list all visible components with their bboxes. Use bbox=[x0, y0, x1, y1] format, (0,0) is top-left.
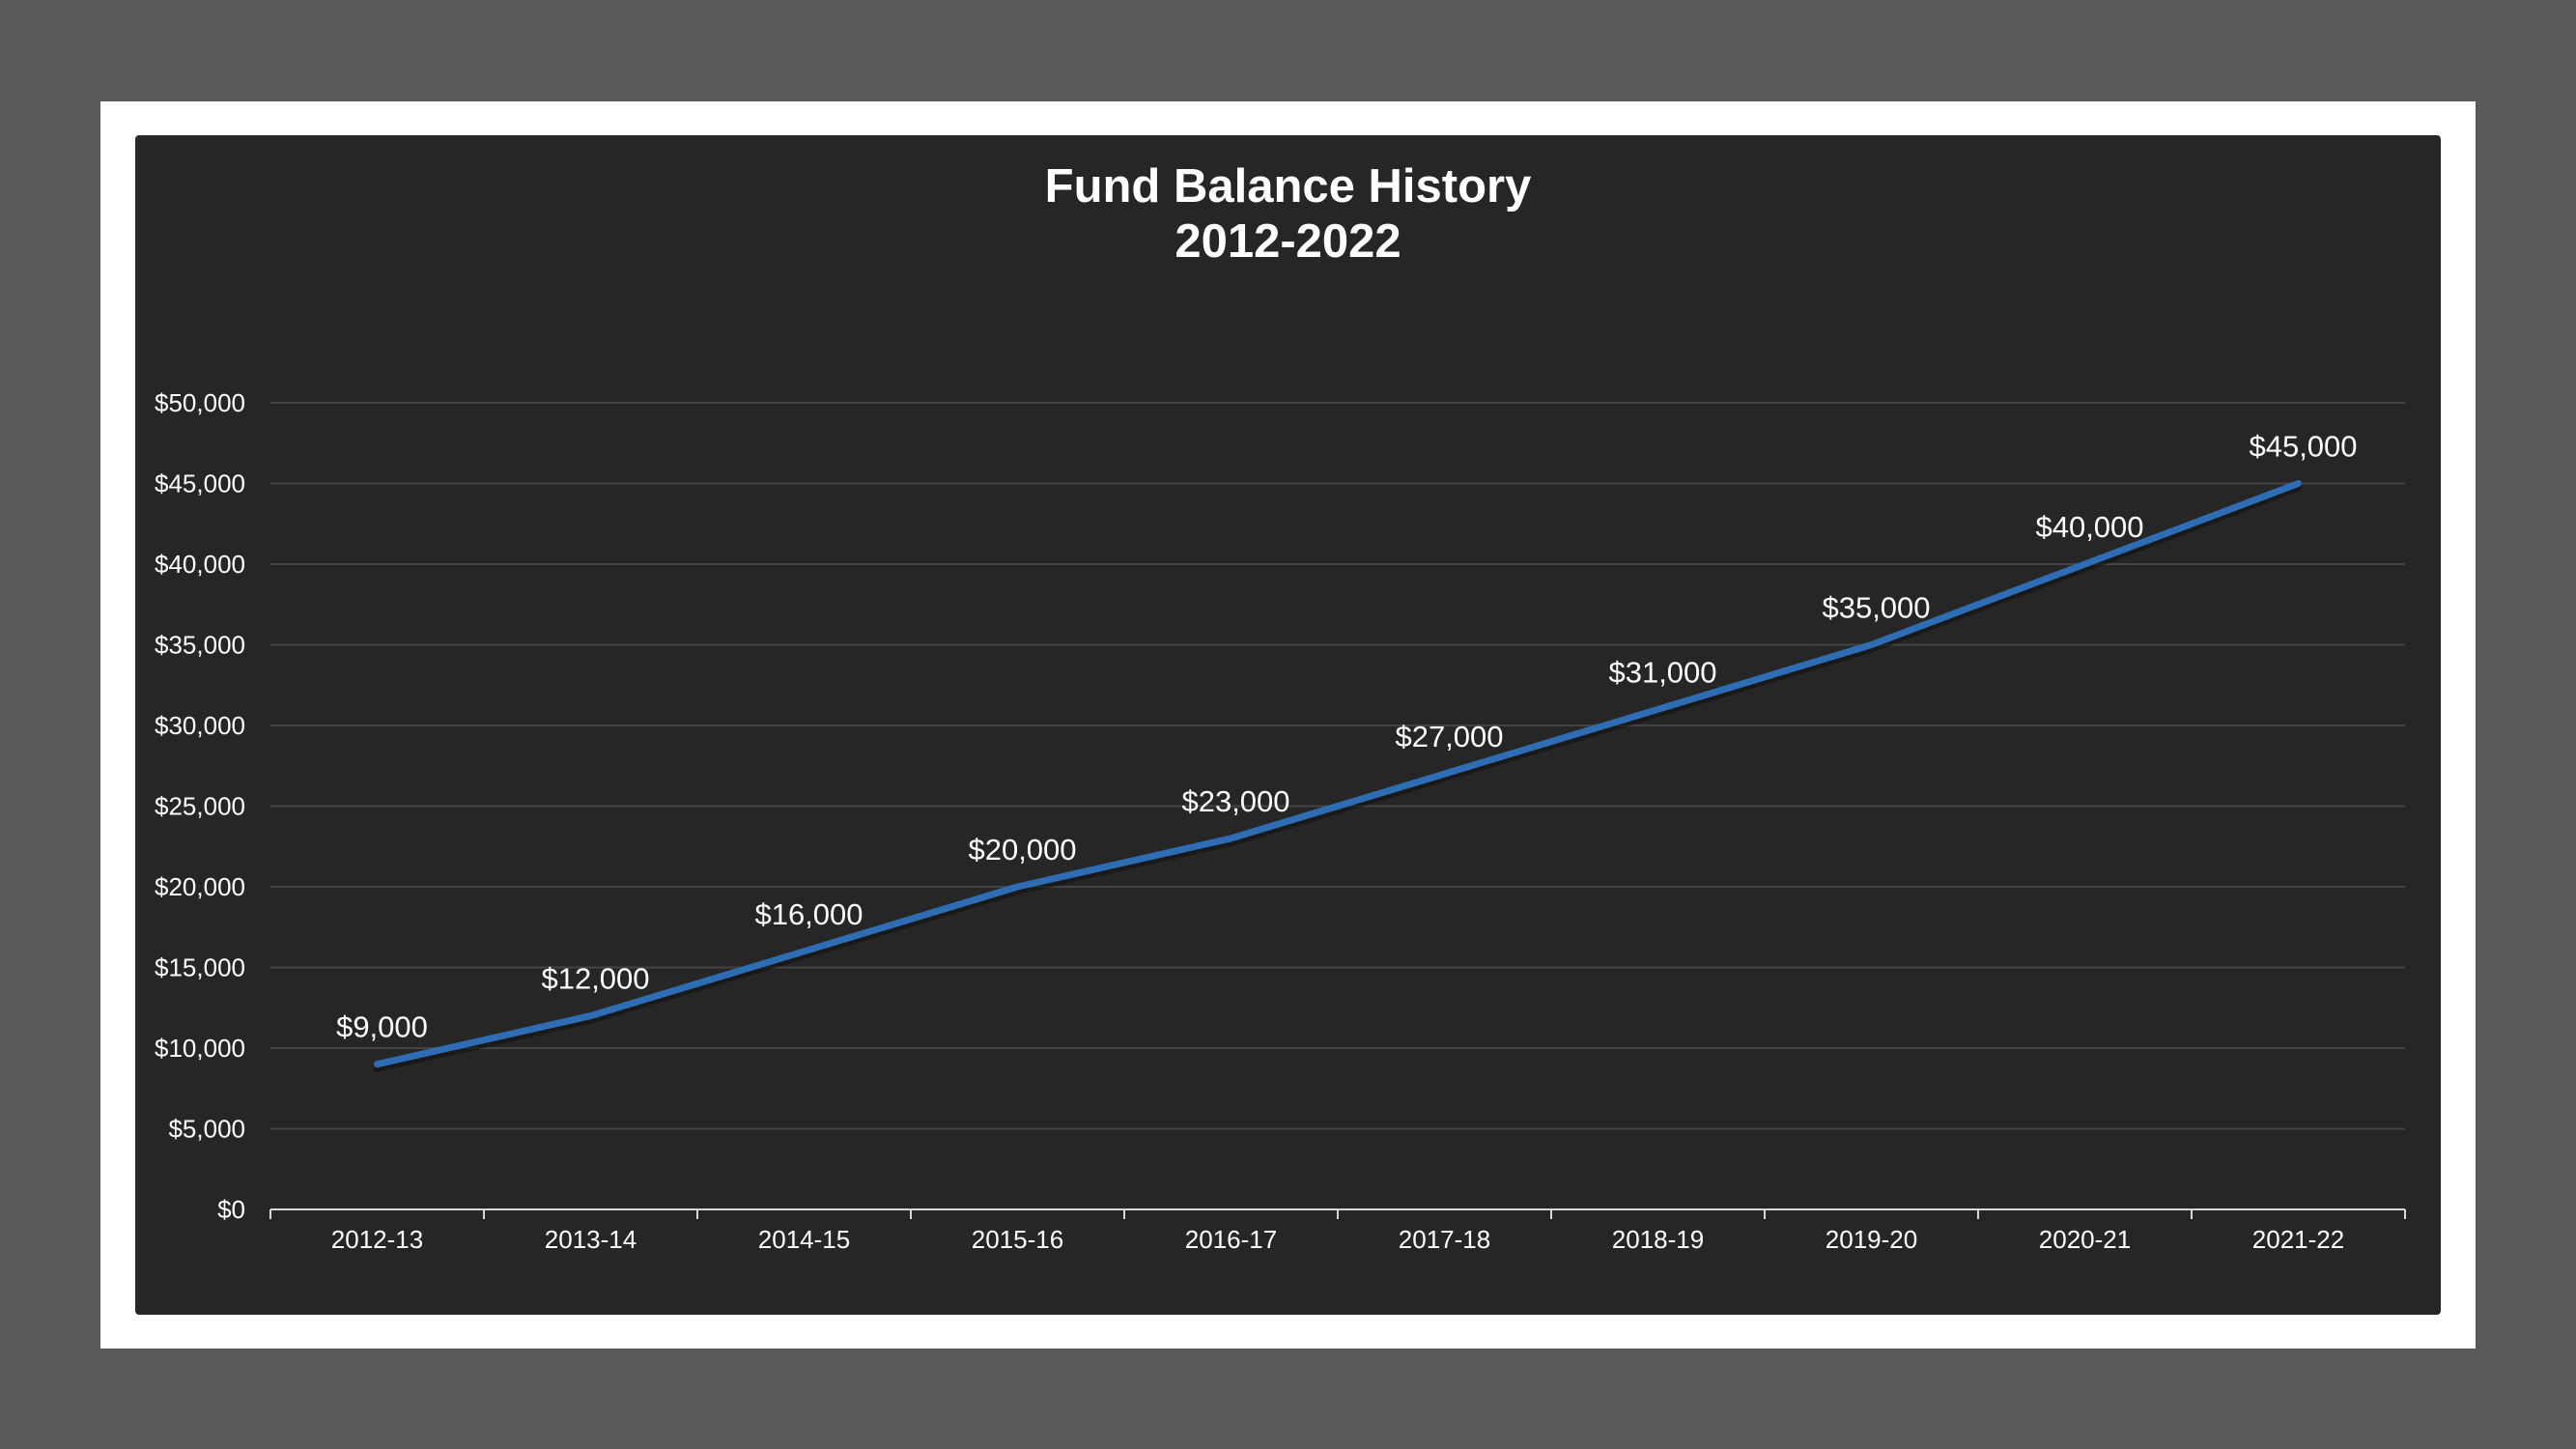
line-chart: $0 $5,000 $10,000 $15,000 $20,000 $25,000 $30,… bbox=[155, 388, 2406, 1254]
x-axis-tick-labels: 2012-13 2013-14 2014-15 2015-16 2016-17 2017-… bbox=[331, 1225, 2344, 1254]
x-tick-label: 2014-15 bbox=[758, 1225, 850, 1254]
x-tick-label: 2012-13 bbox=[331, 1225, 423, 1254]
data-label: $31,000 bbox=[1608, 655, 1716, 689]
y-tick-label: $30,000 bbox=[155, 711, 245, 740]
x-tick-label: 2019-20 bbox=[1826, 1225, 1917, 1254]
x-tick-label: 2021-22 bbox=[2252, 1225, 2344, 1254]
y-axis-tick-labels: $0 $5,000 $10,000 $15,000 $20,000 $25,000 $30,… bbox=[155, 388, 245, 1224]
y-tick-label: $10,000 bbox=[155, 1034, 245, 1063]
x-tick-label: 2017-18 bbox=[1399, 1225, 1490, 1254]
data-label: $23,000 bbox=[1181, 784, 1289, 818]
data-label: $45,000 bbox=[2249, 430, 2357, 464]
y-tick-label: $45,000 bbox=[155, 469, 245, 498]
gridlines bbox=[270, 402, 2405, 1130]
y-tick-label: $50,000 bbox=[155, 388, 245, 417]
y-tick-label: $0 bbox=[217, 1195, 245, 1224]
series-line-shadow bbox=[373, 483, 2303, 1072]
x-tick-label: 2020-21 bbox=[2039, 1225, 2131, 1254]
chart-title-line: Fund Balance History bbox=[1044, 160, 1532, 213]
chart-title: Fund Balance History 2012-2022 bbox=[135, 159, 2441, 270]
data-label: $9,000 bbox=[336, 1010, 428, 1044]
page-frame: Fund Balance History 2012-2022 $0 $5,000 $… bbox=[100, 101, 2476, 1349]
y-tick-label: $40,000 bbox=[155, 550, 245, 579]
y-tick-label: $20,000 bbox=[155, 872, 245, 901]
x-tick-label: 2018-19 bbox=[1612, 1225, 1704, 1254]
x-tick-label: 2013-14 bbox=[545, 1225, 637, 1254]
y-tick-label: $35,000 bbox=[155, 631, 245, 660]
x-tick-label: 2015-16 bbox=[972, 1225, 1063, 1254]
y-tick-label: $25,000 bbox=[155, 792, 245, 821]
series-layer bbox=[373, 480, 2303, 1072]
data-label: $40,000 bbox=[2035, 510, 2143, 544]
data-label: $20,000 bbox=[968, 833, 1076, 867]
chart-subtitle: 2012-2022 bbox=[1175, 215, 1401, 268]
y-tick-label: $15,000 bbox=[155, 953, 245, 982]
data-label: $16,000 bbox=[754, 897, 863, 931]
y-tick-label: $5,000 bbox=[168, 1115, 245, 1144]
data-label: $35,000 bbox=[1822, 591, 1930, 625]
data-label: $27,000 bbox=[1395, 720, 1503, 753]
series-line bbox=[374, 480, 2302, 1068]
chart-panel: Fund Balance History 2012-2022 $0 $5,000 $… bbox=[135, 135, 2441, 1315]
data-label: $12,000 bbox=[541, 962, 649, 996]
x-tick-label: 2016-17 bbox=[1185, 1225, 1277, 1254]
data-labels: $9,000 $12,000 $16,000 $20,000 $23,000 $27,00… bbox=[336, 430, 2357, 1044]
x-axis bbox=[269, 1208, 2406, 1219]
